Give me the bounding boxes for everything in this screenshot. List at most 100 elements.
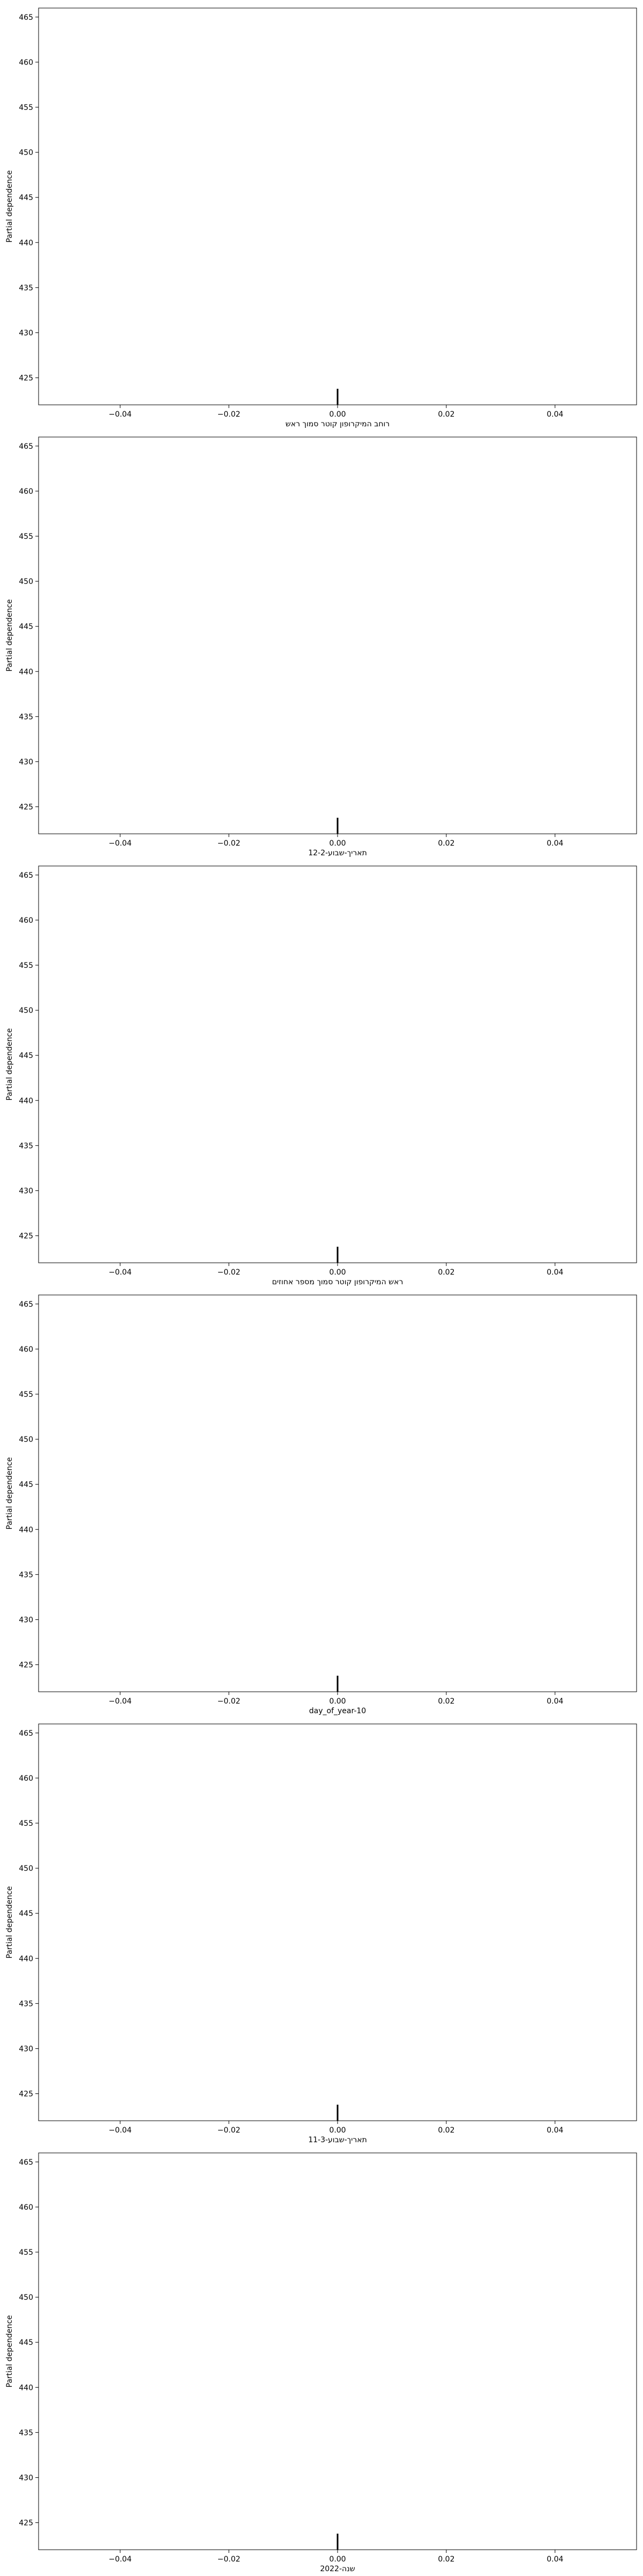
- y-tick-label: 445: [19, 1909, 33, 1918]
- x-tick-label: −0.04: [109, 1268, 132, 1277]
- y-tick-label: 450: [19, 149, 33, 157]
- x-tick-label: 0.04: [547, 839, 563, 848]
- y-tick-label: 440: [19, 668, 33, 676]
- y-tick-label: 450: [19, 2293, 33, 2302]
- y-tick-label: 455: [19, 532, 33, 541]
- y-tick-label: 455: [19, 1390, 33, 1399]
- x-axis-label: רוחב המיקרופון קוטר סמוך ראש: [286, 420, 390, 428]
- x-tick-label: 0.02: [438, 839, 454, 848]
- y-tick-label: 425: [19, 803, 33, 812]
- x-tick-label: 0.00: [329, 1268, 346, 1277]
- y-tick-label: 430: [19, 1187, 33, 1195]
- y-tick-label: 465: [19, 1300, 33, 1309]
- x-tick-label: −0.02: [218, 2126, 241, 2135]
- y-tick-label: 465: [19, 1729, 33, 1738]
- x-tick-label: −0.04: [109, 1697, 132, 1706]
- x-axis-label: day_of_year-10: [309, 1707, 366, 1715]
- x-tick-label: 0.00: [329, 1697, 346, 1706]
- x-tick-label: −0.02: [218, 1697, 241, 1706]
- y-tick-label: 425: [19, 2090, 33, 2099]
- y-tick-label: 465: [19, 13, 33, 22]
- y-axis-label: Partial dependence: [5, 1457, 14, 1529]
- y-tick-label: 440: [19, 1526, 33, 1534]
- y-tick-label: 425: [19, 2519, 33, 2528]
- y-tick-label: 435: [19, 2429, 33, 2437]
- y-tick-label: 445: [19, 623, 33, 631]
- y-axis-label: Partial dependence: [5, 599, 14, 671]
- y-tick-label: 450: [19, 1864, 33, 1873]
- y-tick-label: 425: [19, 1232, 33, 1241]
- x-tick-label: −0.04: [109, 2555, 132, 2564]
- pd-panel-3: 425 430 435 440 445 450 455 460 465 −0.04 −0.02 0.0…: [5, 865, 637, 1286]
- y-axis-label: Partial dependence: [5, 170, 14, 242]
- y-tick-label: 460: [19, 1774, 33, 1783]
- y-tick-label: 435: [19, 284, 33, 292]
- y-tick-label: 460: [19, 487, 33, 496]
- y-tick-label: 460: [19, 2203, 33, 2212]
- y-tick-label: 450: [19, 1435, 33, 1444]
- x-tick-label: 0.04: [547, 1268, 563, 1277]
- y-axis-label: Partial dependence: [5, 1028, 14, 1100]
- x-tick-label: −0.02: [218, 1268, 241, 1277]
- x-tick-label: 0.00: [329, 2555, 346, 2564]
- x-tick-label: −0.02: [218, 2555, 241, 2564]
- y-tick-label: 465: [19, 871, 33, 880]
- y-tick-label: 445: [19, 2338, 33, 2347]
- x-tick-label: 0.04: [547, 1697, 563, 1706]
- x-tick-label: −0.04: [109, 410, 132, 419]
- y-tick-label: 425: [19, 1661, 33, 1670]
- y-tick-label: 435: [19, 1142, 33, 1150]
- x-axis-label: תאריך-שבוע-11-3: [308, 2136, 367, 2144]
- x-axis-label: שנה-2022: [320, 2565, 355, 2573]
- x-tick-label: 0.02: [438, 2555, 454, 2564]
- y-tick-label: 450: [19, 1006, 33, 1015]
- y-tick-label: 455: [19, 103, 33, 112]
- y-tick-label: 430: [19, 329, 33, 337]
- y-tick-label: 465: [19, 2158, 33, 2167]
- x-tick-label: −0.02: [218, 839, 241, 848]
- y-tick-label: 430: [19, 758, 33, 766]
- x-tick-label: −0.04: [109, 2126, 132, 2135]
- y-axis-label: Partial dependence: [5, 1886, 14, 1958]
- pd-panel-5: 425 430 435 440 445 450 455 460 465 −0.04 −0.02 0.0…: [5, 1723, 637, 2144]
- x-tick-label: 0.04: [547, 410, 563, 419]
- x-tick-label: 0.00: [329, 839, 346, 848]
- pd-panel-1: 425 430 435 440 445 450 455 460 465 −0.04 −0.02 0.0…: [5, 8, 637, 428]
- x-tick-label: 0.02: [438, 1697, 454, 1706]
- y-tick-label: 455: [19, 2248, 33, 2257]
- plot-frame: [38, 8, 637, 405]
- y-axis-label: Partial dependence: [5, 2315, 14, 2387]
- pd-panel-6: 425 430 435 440 445 450 455 460 465 −0.04 −0.02 0.0…: [5, 2152, 637, 2573]
- plot-frame: [38, 1294, 637, 1692]
- y-tick-label: 465: [19, 442, 33, 451]
- plot-frame: [38, 865, 637, 1263]
- y-tick-label: 445: [19, 194, 33, 202]
- y-tick-label: 440: [19, 239, 33, 247]
- x-tick-label: 0.02: [438, 1268, 454, 1277]
- plot-frame: [38, 436, 637, 834]
- plot-frame: [38, 2152, 637, 2550]
- y-tick-label: 440: [19, 1097, 33, 1105]
- y-tick-label: 450: [19, 578, 33, 586]
- y-tick-label: 425: [19, 374, 33, 383]
- y-tick-label: 430: [19, 2045, 33, 2053]
- x-tick-label: 0.04: [547, 2126, 563, 2135]
- y-tick-label: 460: [19, 916, 33, 925]
- x-axis-label: ראש המיקרופון קוטר סמוך מספר אחוזים: [272, 1278, 403, 1286]
- plot-frame: [38, 1723, 637, 2121]
- y-tick-label: 435: [19, 1571, 33, 1579]
- y-tick-label: 440: [19, 2383, 33, 2392]
- y-tick-label: 445: [19, 1481, 33, 1489]
- y-tick-label: 430: [19, 2474, 33, 2482]
- y-tick-label: 440: [19, 1955, 33, 1963]
- x-tick-label: −0.04: [109, 839, 132, 848]
- y-tick-label: 430: [19, 1616, 33, 1624]
- x-tick-label: −0.02: [218, 410, 241, 419]
- y-tick-label: 455: [19, 1819, 33, 1828]
- pd-panel-2: 425 430 435 440 445 450 455 460 465 −0.04 −0.02 0.0…: [5, 436, 637, 857]
- x-tick-label: 0.02: [438, 2126, 454, 2135]
- y-tick-label: 435: [19, 713, 33, 721]
- x-tick-label: 0.02: [438, 410, 454, 419]
